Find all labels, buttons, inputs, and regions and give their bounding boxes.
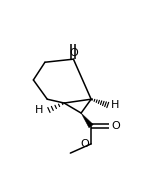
Text: H: H bbox=[35, 105, 43, 115]
Text: H: H bbox=[111, 100, 120, 110]
Polygon shape bbox=[81, 113, 93, 128]
Text: O: O bbox=[111, 121, 120, 131]
Text: O: O bbox=[69, 48, 78, 58]
Text: O: O bbox=[80, 139, 89, 149]
